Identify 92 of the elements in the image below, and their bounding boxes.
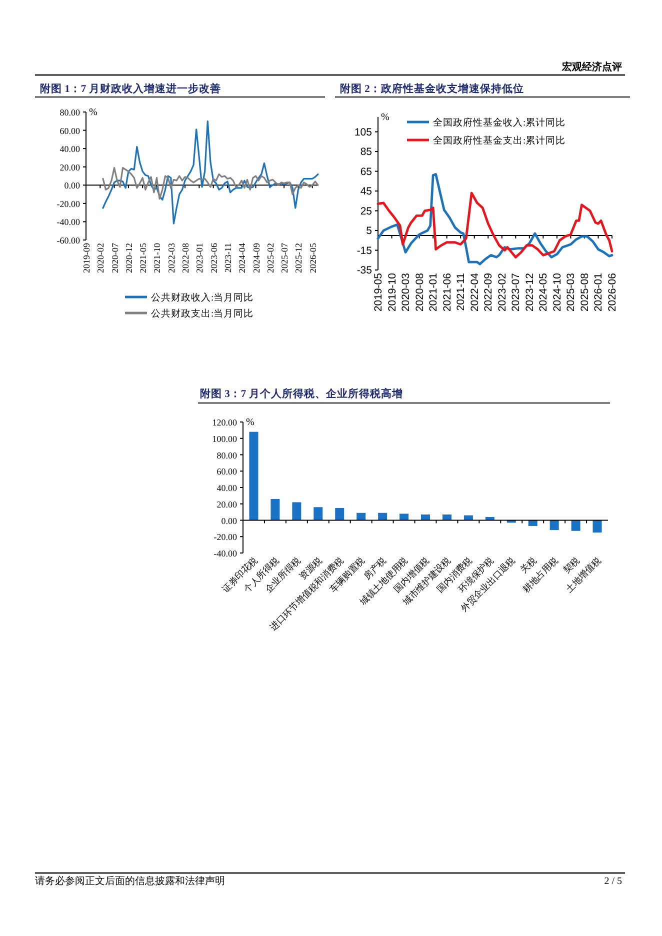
line-series	[376, 192, 614, 258]
bar	[292, 502, 302, 520]
x-tick-label: 2021-01	[428, 272, 440, 312]
x-tick-label: 2020-03	[400, 272, 412, 312]
bar	[270, 498, 280, 520]
y-tick-label: 80.00	[60, 108, 80, 118]
bar	[378, 512, 388, 520]
x-tick-label: 2023-06	[208, 242, 219, 273]
x-tick-label: 2020-07	[110, 242, 120, 273]
y-tick-label: 80.00	[216, 450, 238, 460]
line-series	[102, 166, 319, 200]
text: 请务必参阅正文后面的信息披露和法律声明	[35, 875, 225, 887]
text: 2 / 5	[604, 876, 622, 887]
y-tick-label: 0.00	[64, 180, 80, 191]
y-axis-title: %	[381, 112, 390, 123]
x-tick-label: 2021-11	[455, 272, 468, 311]
x-tick-label: 2025-12	[294, 243, 304, 273]
line-series	[376, 173, 614, 266]
x-tick-label: 2022-09	[482, 272, 495, 312]
x-tick-label: 2025-03	[565, 272, 578, 312]
x-tick-label: 2021-10	[152, 242, 162, 273]
bar	[464, 515, 473, 520]
y-tick-label: 40.00	[60, 144, 80, 154]
y-tick-label: 25	[360, 205, 372, 218]
bar	[249, 432, 258, 520]
y-tick-label: 40.00	[216, 483, 238, 493]
bar	[335, 508, 344, 520]
y-tick-label: 5	[366, 225, 372, 238]
bar	[592, 520, 602, 533]
x-tick-label: 2024-05	[538, 272, 550, 312]
y-tick-label: -20.00	[56, 198, 80, 209]
y-tick-label: 45	[360, 186, 372, 198]
x-tick-label: 2024-04	[237, 242, 248, 273]
x-tick-label: 2026-01	[592, 272, 605, 312]
y-tick-label: 20.00	[60, 162, 80, 172]
x-tick-label: 2024-10	[551, 272, 564, 312]
x-tick-label: 2025-02	[265, 243, 276, 273]
x-tick-label: 2021-06	[441, 272, 454, 312]
x-tick-label: 2022-08	[180, 242, 191, 273]
y-tick-label: 120.00	[212, 418, 238, 428]
y-tick-label: 60.00	[216, 466, 238, 477]
x-tick-label: 2023-11	[222, 243, 233, 273]
y-tick-label: 100.00	[212, 434, 238, 444]
bar	[485, 516, 494, 520]
bar	[356, 512, 366, 520]
y-tick-label: -40.00	[214, 548, 238, 558]
y-axis-title: %	[89, 107, 98, 118]
x-tick-label: 2023-12	[524, 272, 536, 312]
x-tick-label: 2019-10	[386, 272, 398, 312]
legend-label: 全国政府性基金收入:累计同比	[433, 116, 566, 128]
y-axis-title: %	[246, 417, 254, 428]
legend-label: 公共财政收入:当月同比	[151, 292, 254, 304]
x-tick-label: 2020-02	[96, 243, 106, 273]
bar	[442, 514, 452, 520]
y-tick-label: 65	[360, 166, 372, 178]
text: 宏观经济点评	[561, 61, 622, 73]
y-tick-label: 0.00	[221, 516, 238, 526]
x-tick-label: 2019-09	[82, 242, 92, 273]
x-tick-label: 2020-08	[414, 272, 426, 312]
line-series	[102, 120, 319, 224]
y-tick-label: 105	[354, 126, 372, 138]
bar	[314, 507, 323, 520]
x-tick-label: 2023-07	[510, 272, 522, 312]
y-tick-label: -60.00	[56, 236, 80, 246]
x-tick-label: 2026-05	[308, 242, 318, 273]
x-tick-label: 2023-02	[496, 272, 508, 312]
bar	[400, 514, 409, 520]
chart-title: 附图 2：政府性基金收支增速保持低位	[340, 82, 524, 95]
bar	[571, 520, 580, 531]
y-tick-label: 20.00	[216, 499, 238, 510]
legend-label: 全国政府性基金支出:累计同比	[433, 134, 566, 146]
x-tick-label: 2023-01	[194, 243, 205, 273]
y-tick-label: -20.00	[214, 532, 238, 542]
x-tick-label: 2022-03	[166, 242, 176, 273]
chart-title: 附图 1：7 月财政收入增速进一步改善	[40, 82, 221, 95]
y-tick-label: -35	[356, 264, 372, 276]
y-tick-label: 60.00	[60, 126, 80, 136]
bar	[421, 514, 430, 520]
x-tick-label: 2020-12	[124, 243, 134, 273]
x-tick-label: 2024-09	[251, 242, 262, 273]
x-tick-label: 2026-06	[606, 272, 618, 312]
x-tick-label: 2019-05	[372, 272, 384, 312]
bar	[550, 520, 559, 530]
legend-label: 公共财政支出:当月同比	[151, 308, 254, 320]
x-tick-label: 2022-04	[468, 272, 481, 312]
y-tick-label: -40.00	[56, 217, 80, 228]
chart-title: 附图 3：7 月个人所得税、企业所得税高增	[200, 387, 403, 400]
x-tick-label: 2025-08	[578, 272, 591, 312]
y-tick-label: 85	[360, 146, 372, 158]
y-tick-label: -15	[356, 244, 372, 257]
x-tick-label: 2021-05	[138, 242, 148, 273]
x-tick-label: 2025-07	[280, 242, 290, 273]
